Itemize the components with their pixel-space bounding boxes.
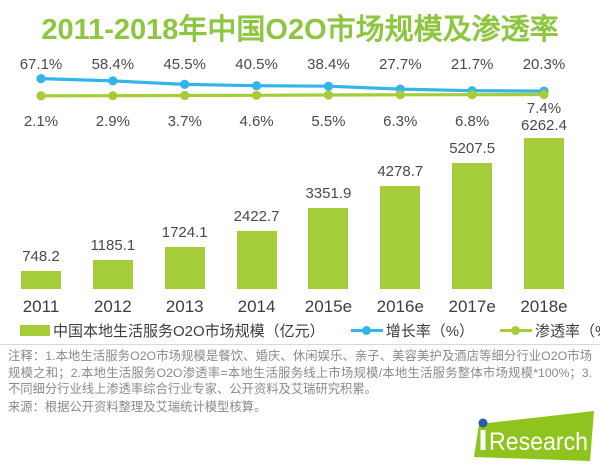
x-axis-label: 2017e [448, 297, 496, 316]
bar-2012 [92, 260, 133, 289]
legend-label-penetration-rate: 渗透率（%） [535, 322, 600, 340]
growth-rate-label: 40.5% [235, 56, 278, 73]
bar-2015e [308, 208, 349, 289]
penetration-point [180, 90, 190, 101]
growth-rate-label: 67.1% [19, 56, 63, 73]
penetration-line-swatch [500, 325, 533, 336]
bar-2018e [523, 138, 564, 289]
bar-value-label: 1185.1 [90, 237, 136, 255]
penetration-point [323, 90, 334, 100]
growth-rate-label: 20.3% [522, 56, 566, 73]
logo-background-shape [474, 411, 594, 461]
bar-2014 [236, 230, 277, 289]
penetration-point [108, 91, 118, 101]
legend-item-market-size: 中国本地生活服务O2O市场规模（亿元） [20, 320, 325, 341]
iresearch-logo: Research [474, 411, 594, 461]
bar-value-label: 748.2 [22, 247, 60, 265]
penetration-rate-label: 4.6% [239, 113, 274, 130]
penetration-rate-label: 5.5% [311, 113, 346, 130]
bar-series-swatch [20, 324, 50, 336]
growth-point [180, 79, 190, 89]
growth-point [251, 81, 262, 91]
penetration-point [36, 91, 46, 101]
bar-value-label: 3351.9 [305, 185, 352, 203]
bar-2017e [452, 163, 493, 289]
bar-2013 [164, 247, 205, 289]
bar-2016e [380, 185, 421, 289]
penetration-line [40, 92, 545, 98]
growth-rate-label: 58.4% [91, 56, 135, 73]
bar-value-label: 4278.7 [377, 162, 424, 180]
x-axis-label: 2013 [165, 297, 204, 316]
logo-i-dot [478, 418, 488, 428]
x-axis-label: 2011 [22, 297, 60, 316]
growth-rate-label: 38.4% [307, 56, 350, 73]
source-text: 来源：根据公开资料整理及艾瑞统计模型核算。 [8, 400, 267, 414]
logo-i-stem [480, 430, 486, 450]
x-axis-label: 2012 [93, 297, 132, 316]
growth-point [108, 76, 118, 86]
chart-legend: 中国本地生活服务O2O市场规模（亿元） 增长率（%） 渗透率（%） [20, 320, 600, 341]
growth-rate-label: 27.7% [379, 56, 422, 73]
penetration-rate-label: 7.4% [526, 100, 562, 117]
penetration-rate-label: 3.7% [167, 113, 202, 130]
bar-value-label: 2422.7 [233, 207, 280, 225]
legend-label-market-size: 中国本地生活服务O2O市场规模（亿元） [53, 322, 325, 340]
divider-line [0, 344, 600, 345]
x-axis-label: 2015e [304, 297, 353, 316]
penetration-rate-label: 6.8% [455, 113, 490, 130]
legend-item-penetration-rate: 渗透率（%） [500, 320, 600, 341]
bar-value-label: 1724.1 [161, 224, 208, 242]
bar-2011 [21, 270, 61, 289]
penetration-rate-label: 6.3% [383, 113, 418, 130]
growth-line [40, 77, 545, 93]
bar-value-label: 5207.5 [449, 140, 496, 158]
logo-wordmark: Research [489, 428, 588, 456]
legend-label-growth-rate: 增长率（%） [385, 322, 475, 340]
penetration-dot-icon [511, 325, 521, 335]
growth-rate-label: 45.5% [163, 56, 206, 73]
penetration-point [539, 89, 549, 100]
penetration-point [467, 90, 477, 100]
footnote-text: 注释：1.本地生活服务O2O市场规模是餐饮、婚庆、休闲娱乐、亲子、美容美护及酒店… [8, 349, 592, 396]
growth-point [323, 81, 334, 91]
penetration-point [395, 90, 405, 100]
chart-title: 2011-2018年中国O2O市场规模及渗透率 [41, 14, 559, 46]
penetration-point [251, 90, 262, 100]
x-axis-label: 2016e [376, 297, 424, 316]
growth-line-swatch [350, 325, 383, 336]
x-axis-label: 2014 [237, 297, 276, 316]
bar-value-label: 6262.4 [521, 117, 567, 134]
penetration-rate-label: 2.9% [95, 113, 130, 130]
legend-item-growth-rate: 增长率（%） [350, 320, 475, 341]
penetration-rate-label: 2.1% [23, 113, 59, 130]
growth-dot-icon [361, 325, 371, 335]
growth-point [36, 74, 46, 84]
growth-rate-label: 21.7% [450, 56, 494, 73]
x-axis-label: 2018e [520, 297, 568, 316]
